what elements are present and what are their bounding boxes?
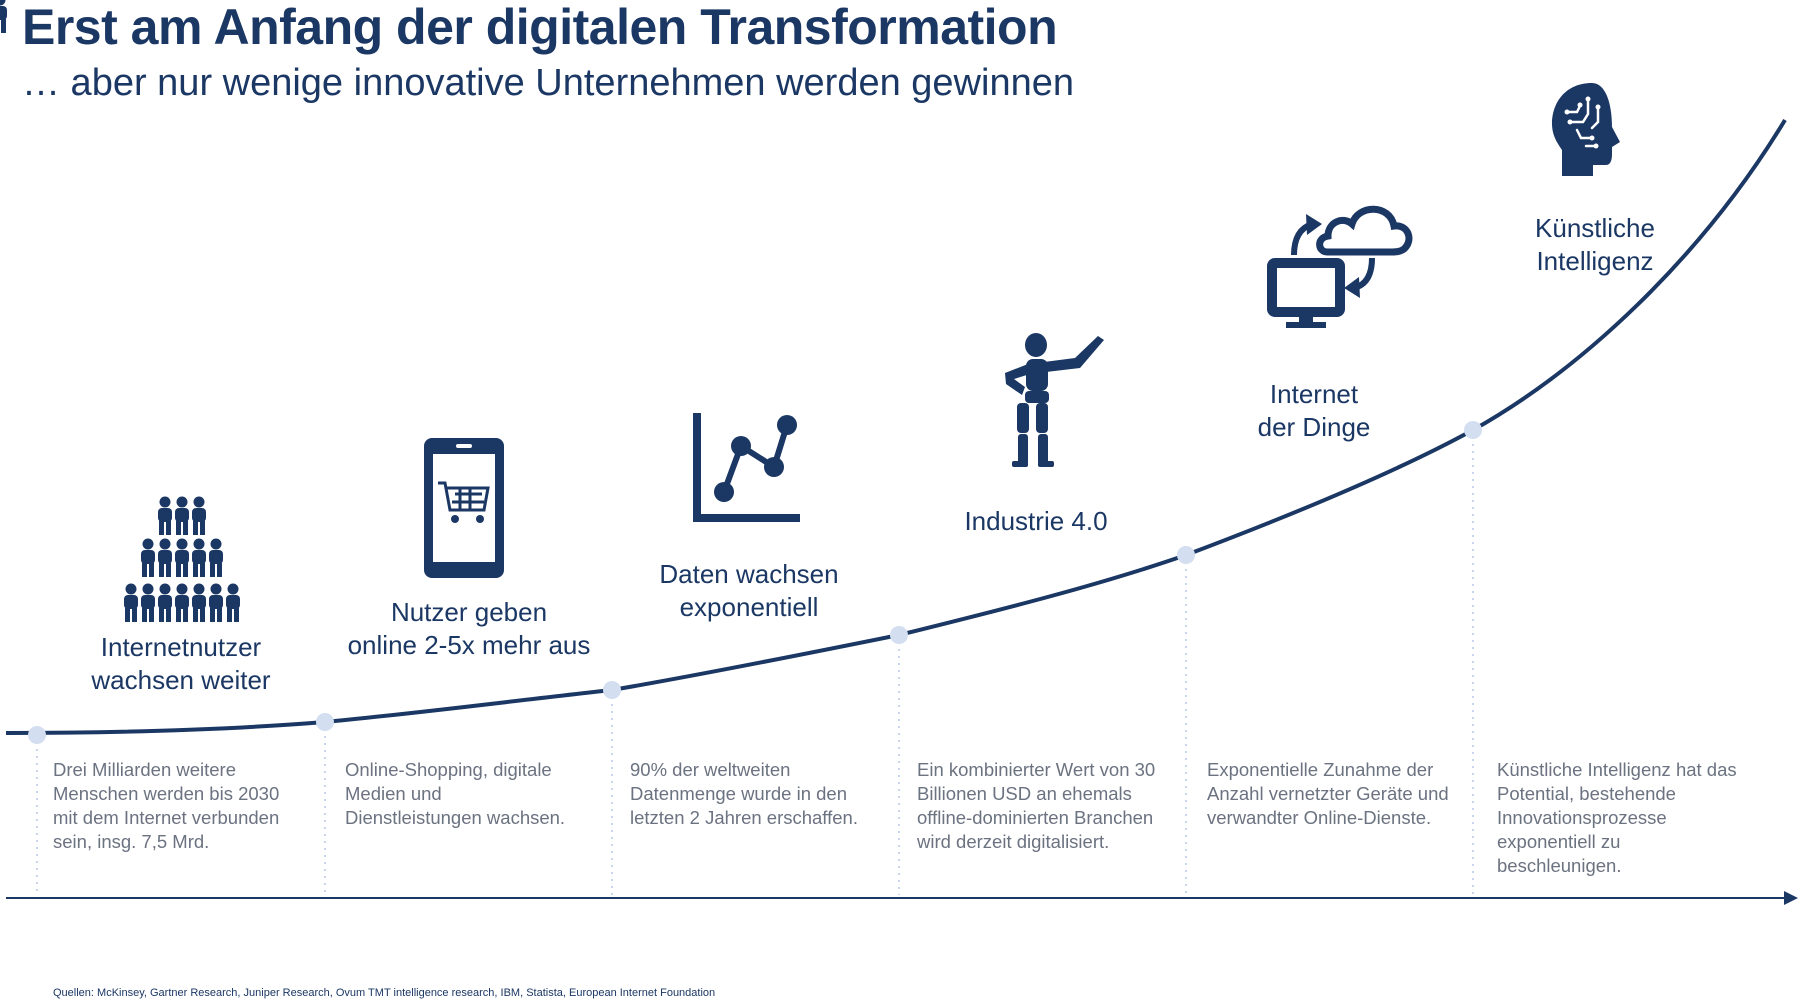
brain-head-icon [1552, 83, 1620, 176]
stage-label-data-growth: Daten wachsen exponentiell [659, 559, 839, 622]
page-subtitle: … aber nur wenige innovative Unternehmen… [22, 62, 1074, 104]
sources-footnote: Quellen: McKinsey, Gartner Research, Jun… [53, 987, 716, 999]
stage-description-ai: Künstliche Intelligenz hat das Potential… [1497, 759, 1737, 876]
line-chart-icon [693, 413, 800, 522]
curve-point [28, 726, 46, 744]
curve-point [1177, 546, 1195, 564]
curve-point [316, 713, 334, 731]
curve-point [603, 681, 621, 699]
stage-label-ai: Künstliche Intelligenz [1535, 213, 1655, 276]
timeline-arrowhead-icon [1784, 891, 1798, 905]
stage-description-internet-users: Drei Milliarden weitere Menschen werden … [53, 759, 280, 852]
dotted-guides [36, 430, 1474, 895]
stage-description-data-growth: 90% der weltweiten Datenmenge wurde in d… [630, 759, 858, 828]
stage-label-iot: Internet der Dinge [1257, 379, 1371, 442]
curve-point [1464, 421, 1482, 439]
cloud-monitor-icon [1267, 205, 1413, 328]
stage-description-industry: Ein kombinierter Wert von 30 Billionen U… [917, 759, 1156, 852]
stage-label-online-spending: Nutzer geben online 2-5x mehr aus [347, 597, 591, 660]
curve-point [890, 626, 908, 644]
people-group-icon [0, 0, 240, 622]
tablet-cart-icon [424, 438, 504, 578]
stage-description-iot: Exponentielle Zunahme der Anzahl vernetz… [1207, 759, 1449, 828]
page-title: Erst am Anfang der digitalen Transformat… [22, 0, 1058, 55]
curve-points [28, 421, 1482, 744]
stage-description-online-spending: Online-Shopping, digitale Medien und Die… [345, 759, 566, 828]
robot-figure-icon [1005, 333, 1104, 467]
stage-label-internet-users: Internetnutzer wachsen weiter [91, 632, 271, 695]
stage-label-industry: Industrie 4.0 [964, 506, 1108, 536]
